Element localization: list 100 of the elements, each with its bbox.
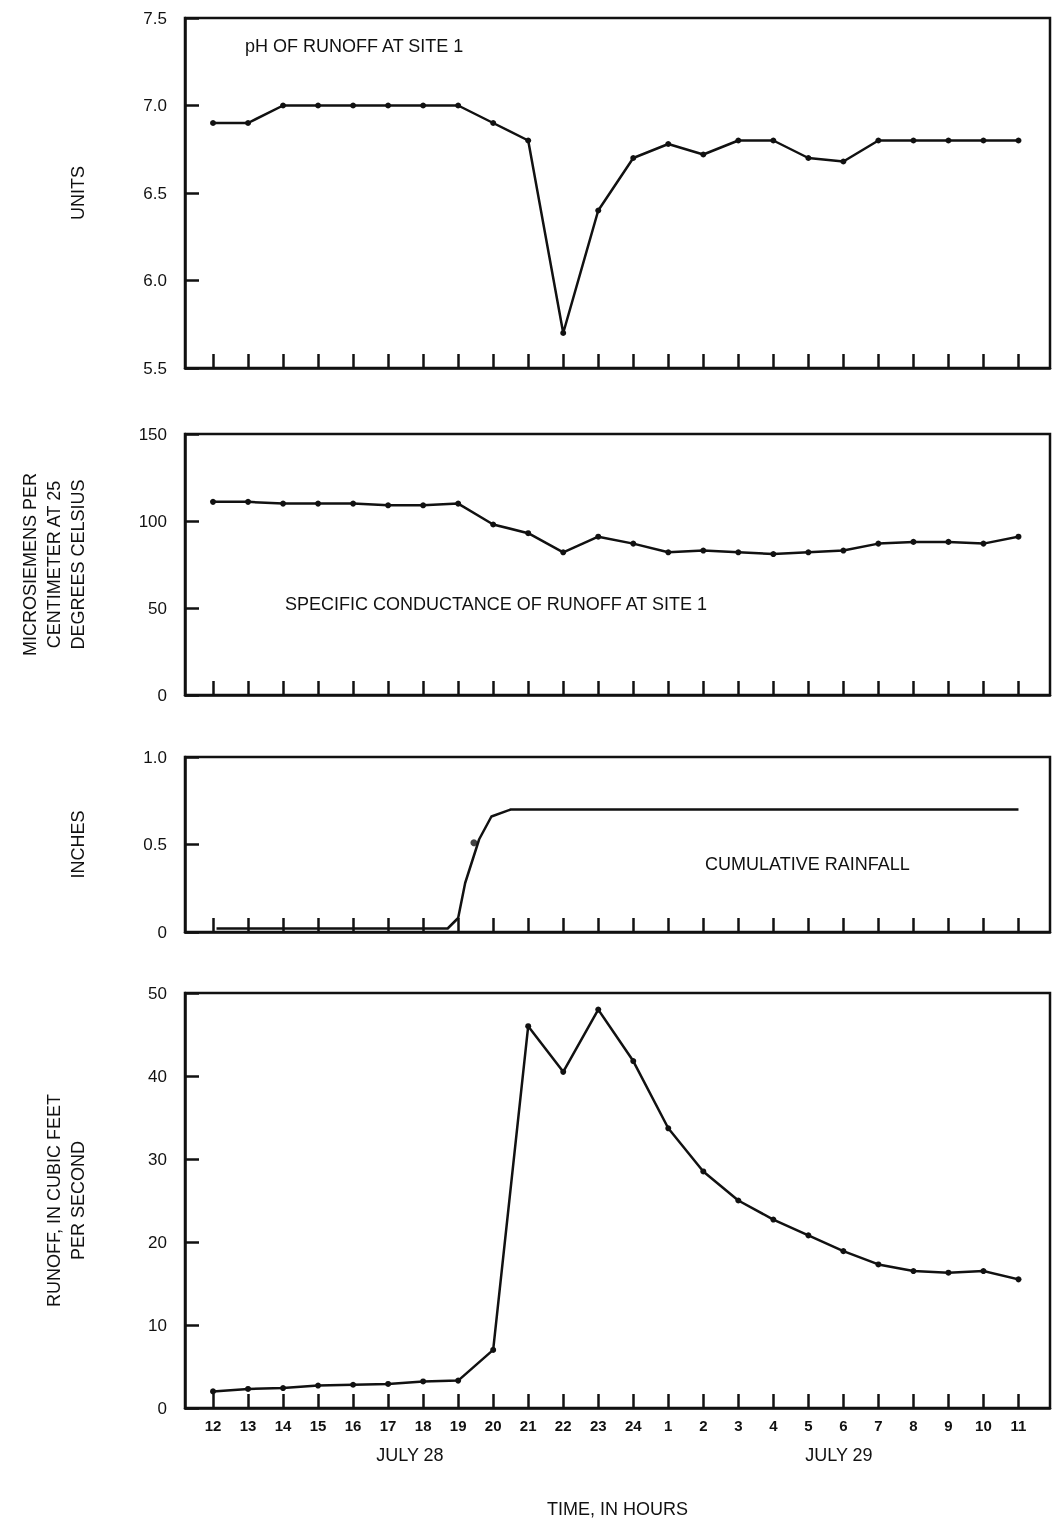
point [630, 540, 637, 547]
point [280, 102, 287, 109]
y-tick-label: 1.0 [143, 747, 167, 767]
point [350, 500, 357, 507]
point [980, 137, 987, 144]
point [385, 102, 392, 109]
y-tick-label: 0.5 [143, 835, 167, 854]
y-tick-label: 5.5 [143, 358, 167, 378]
x-tick-label: 6 [839, 1417, 848, 1434]
point [245, 120, 252, 126]
x-tick-label: 5 [804, 1417, 813, 1434]
y-tick-label: 6.0 [143, 271, 167, 290]
point [945, 137, 952, 144]
point [945, 538, 952, 545]
x-tick-label: 2 [699, 1417, 708, 1434]
point [245, 1385, 252, 1392]
point [910, 538, 917, 545]
y-tick-label: 100 [138, 511, 167, 531]
point [210, 1388, 217, 1395]
y-tick-label: 0 [157, 1398, 167, 1418]
point [805, 549, 812, 556]
x-tick-label: 21 [519, 1417, 537, 1434]
x-tick-label: 11 [1010, 1417, 1027, 1434]
point [420, 102, 427, 109]
point [315, 500, 322, 507]
y-tick-label: 7.5 [143, 8, 167, 28]
x-tick-label: 19 [449, 1417, 467, 1434]
x-tick-label: 1 [664, 1417, 673, 1434]
point [910, 137, 917, 144]
point [385, 1380, 392, 1387]
y-tick-label: 50 [148, 983, 167, 1003]
point [595, 1006, 602, 1013]
point [385, 502, 392, 509]
point [315, 102, 322, 109]
point [245, 498, 252, 505]
x-tick-label: 23 [589, 1417, 607, 1434]
y-axis-title: UNITS [68, 166, 88, 220]
point [875, 540, 882, 547]
point [560, 1068, 567, 1075]
point [490, 120, 497, 126]
y-tick-label: 40 [148, 1066, 167, 1086]
point [455, 1377, 462, 1384]
point [910, 1268, 917, 1275]
x-tick-label: 9 [944, 1417, 953, 1434]
x-tick-label: 17 [379, 1417, 397, 1434]
point [455, 500, 462, 507]
point [525, 137, 532, 144]
point [420, 1378, 427, 1385]
x-tick-label: 18 [414, 1417, 432, 1434]
point [525, 1023, 532, 1030]
point [735, 549, 742, 556]
point [210, 120, 217, 126]
point [945, 1269, 952, 1276]
point [560, 549, 567, 556]
y-axis-title: RUNOFF, IN CUBIC FEET PER SECOND [44, 1093, 88, 1308]
x-tick-label: 3 [734, 1417, 743, 1434]
point [805, 155, 812, 161]
y-tick-label: 10 [148, 1315, 167, 1335]
x-tick-label: 4 [769, 1417, 779, 1434]
x-tick-label: 7 [874, 1417, 883, 1434]
x-tick-label: 8 [909, 1417, 918, 1434]
point [280, 1385, 287, 1392]
point [595, 533, 602, 540]
point [665, 1125, 672, 1132]
point [980, 540, 987, 547]
x-tick-label: 14 [274, 1417, 293, 1434]
point [490, 521, 497, 528]
point [210, 498, 217, 505]
point [455, 102, 462, 109]
y-tick-label: 0 [157, 685, 167, 705]
point [875, 1261, 882, 1268]
y-axis-title: INCHES [68, 810, 88, 879]
point [525, 530, 532, 537]
point [840, 1248, 847, 1255]
x-tick-label: 13 [239, 1417, 257, 1434]
point [805, 1232, 812, 1239]
x-tick-label: 24 [624, 1417, 643, 1434]
point [1015, 137, 1022, 144]
text: JULY 28 [376, 1445, 444, 1465]
point [315, 1382, 322, 1389]
text: JULY 29 [805, 1445, 873, 1465]
y-tick-label: 50 [148, 598, 167, 618]
x-tick-label: 22 [554, 1417, 572, 1434]
y-tick-label: 30 [148, 1149, 167, 1169]
point [840, 158, 847, 165]
text: CUMULATIVE RAINFALL [705, 854, 910, 874]
point [420, 502, 427, 509]
point [350, 102, 357, 109]
y-tick-label: 0 [157, 922, 167, 942]
point [350, 1381, 357, 1388]
y-axis-title: MICROSIEMENS PER CENTIMETER AT 25 DEGREES CELSIUS [20, 472, 88, 657]
x-tick-label: 15 [309, 1417, 327, 1434]
point [595, 207, 602, 214]
point [630, 1058, 637, 1065]
text: SPECIFIC CONDUCTANCE OF RUNOFF AT SITE 1 [285, 594, 708, 614]
y-tick-label: 150 [138, 424, 167, 444]
text: pH OF RUNOFF AT SITE 1 [245, 36, 464, 56]
x-tick-label: 20 [484, 1417, 502, 1434]
point [490, 1346, 497, 1353]
y-tick-label: 7.0 [143, 96, 167, 115]
